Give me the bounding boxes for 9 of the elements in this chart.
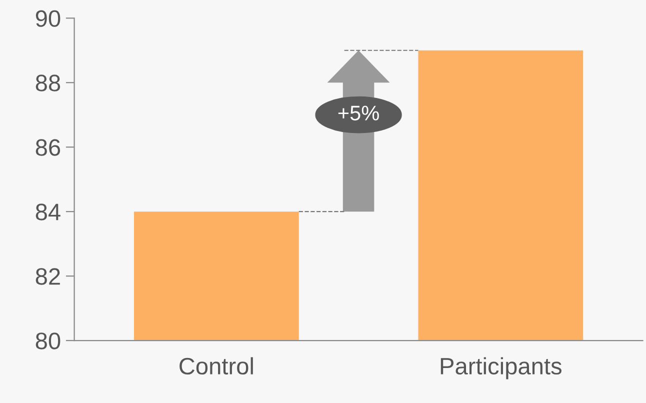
y-tick-label: 82 <box>36 268 60 285</box>
annotation: +5% <box>338 106 379 120</box>
x-tick-label: Participants <box>440 357 562 380</box>
y-tick-label: 86 <box>36 139 60 156</box>
y-tick-label: 90 <box>36 10 60 27</box>
y-tick-label: 80 <box>36 332 60 350</box>
y-tick-label: 84 <box>36 204 60 220</box>
x-tick-label: Control <box>180 357 253 375</box>
y-tick-label: 88 <box>36 74 60 92</box>
